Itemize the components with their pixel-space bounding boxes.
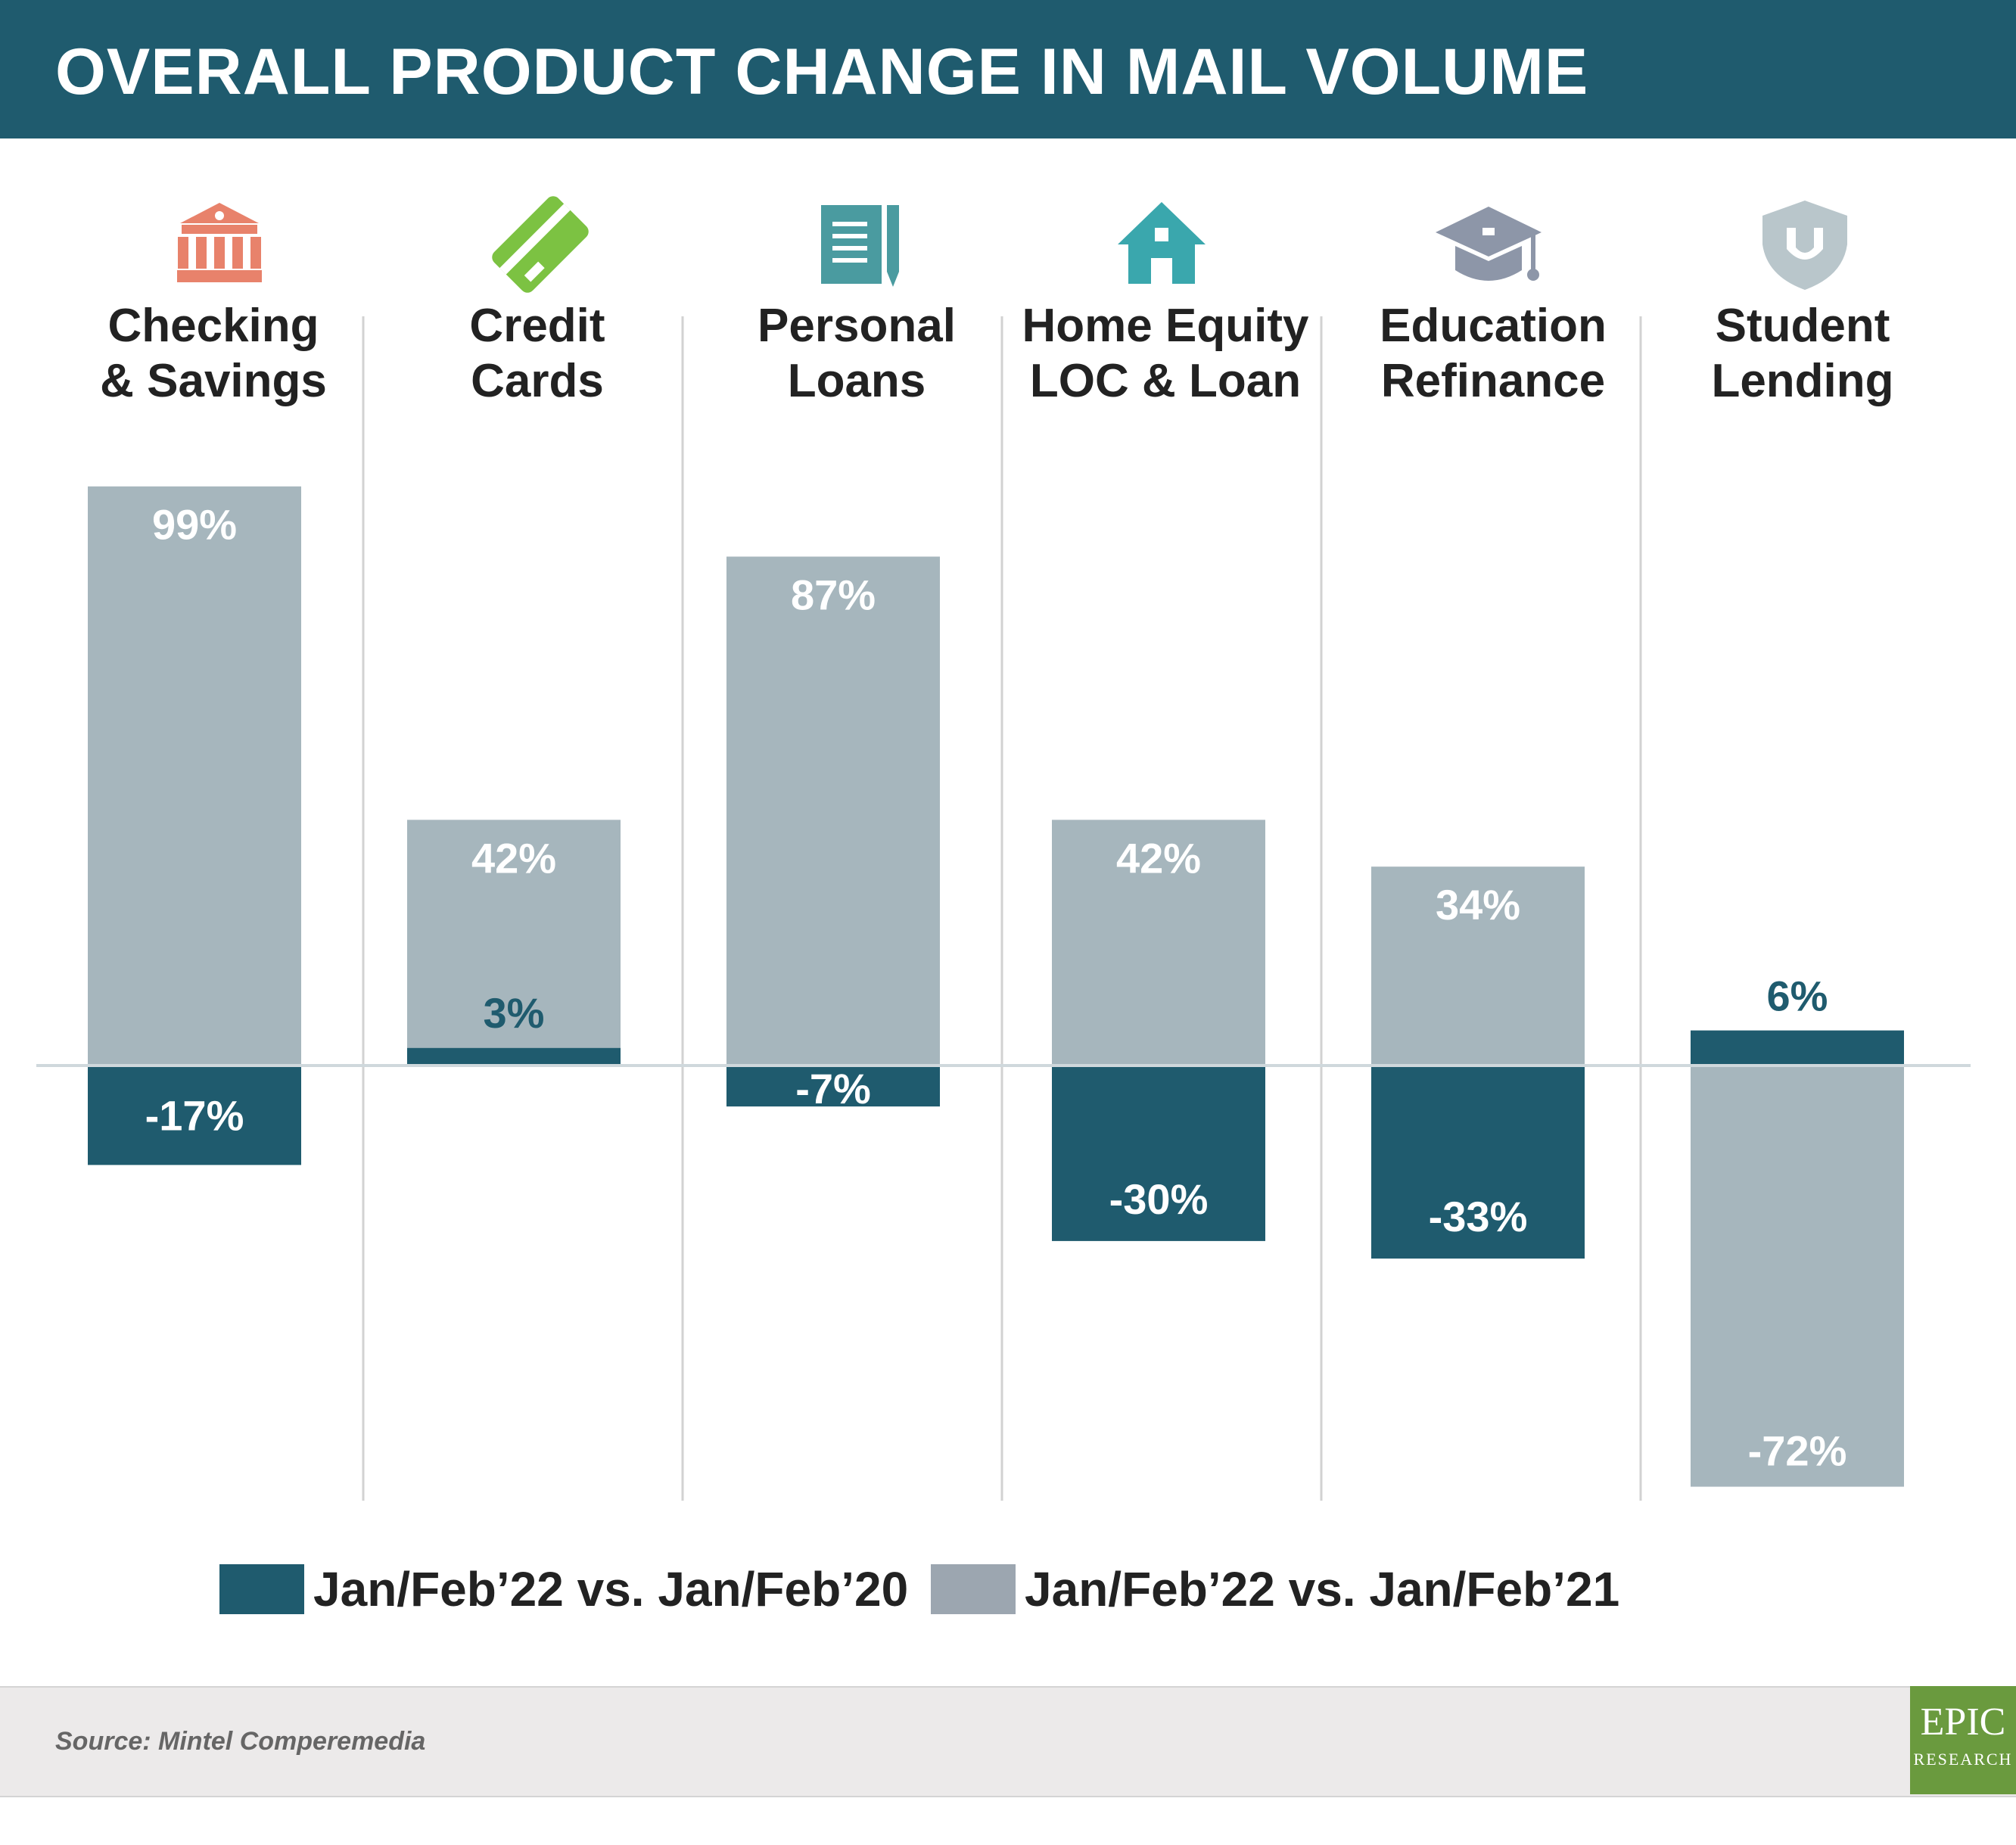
category-label: Education bbox=[1380, 300, 1607, 352]
category-label: Checking bbox=[107, 300, 319, 352]
data-label-vs-2021: 99% bbox=[152, 501, 237, 549]
data-label-vs-2021: 42% bbox=[471, 834, 556, 882]
category-label: Lending bbox=[1711, 355, 1893, 407]
category-label: & Savings bbox=[100, 355, 327, 407]
bar-vs-2021 bbox=[1052, 820, 1265, 1066]
notepad-pen-icon bbox=[821, 205, 899, 287]
title-bar: OVERALL PRODUCT CHANGE IN MAIL VOLUME bbox=[0, 0, 2016, 138]
data-label-vs-2021: -72% bbox=[1748, 1427, 1847, 1475]
data-label-vs-2020: -7% bbox=[795, 1065, 871, 1112]
bar-vs-2021 bbox=[88, 486, 301, 1066]
bar-vs-2020 bbox=[1052, 1066, 1265, 1241]
data-label-vs-2020: -33% bbox=[1429, 1193, 1528, 1240]
category-label: Refinance bbox=[1381, 355, 1605, 407]
bank-icon bbox=[177, 203, 262, 282]
data-label-vs-2021: 87% bbox=[791, 571, 876, 618]
logo-text-epic: EPIC bbox=[1920, 1700, 2006, 1744]
data-label-vs-2020: 6% bbox=[1767, 972, 1828, 1020]
bar-vs-2020 bbox=[1371, 1066, 1585, 1259]
legend-item-dark: Jan/Feb’22 vs. Jan/Feb’20 bbox=[219, 1559, 908, 1619]
bar-vs-2020 bbox=[726, 1066, 940, 1107]
bar-vs-2021 bbox=[726, 556, 940, 1066]
footer: Source: Mintel Comperemedia bbox=[0, 1686, 2016, 1797]
chart-title: OVERALL PRODUCT CHANGE IN MAIL VOLUME bbox=[55, 36, 1589, 108]
credit-card-icon bbox=[492, 196, 589, 293]
legend-item-light: Jan/Feb’22 vs. Jan/Feb’21 bbox=[931, 1559, 1619, 1619]
legend-label-dark: Jan/Feb’22 vs. Jan/Feb’20 bbox=[313, 1562, 909, 1616]
legend-swatch-light bbox=[931, 1564, 1016, 1614]
shield-u-icon bbox=[1762, 201, 1847, 290]
epic-research-logo: EPIC RESEARCH bbox=[1910, 1686, 2016, 1794]
data-label-vs-2021: 42% bbox=[1116, 834, 1201, 882]
legend-swatch-dark bbox=[219, 1564, 304, 1614]
source-note: Source: Mintel Comperemedia bbox=[55, 1727, 426, 1756]
category-label: Student bbox=[1716, 300, 1890, 352]
category-label: LOC & Loan bbox=[1030, 355, 1301, 407]
category-label: Cards bbox=[471, 355, 604, 407]
bar-vs-2020 bbox=[1691, 1030, 1904, 1066]
category-label: Personal bbox=[758, 300, 956, 352]
data-label-vs-2020: -30% bbox=[1109, 1175, 1209, 1223]
data-label-vs-2020: -17% bbox=[145, 1092, 244, 1140]
bar-vs-2021 bbox=[1371, 866, 1585, 1066]
legend-label-light: Jan/Feb’22 vs. Jan/Feb’21 bbox=[1025, 1562, 1620, 1616]
category-label: Loans bbox=[788, 355, 926, 407]
house-icon bbox=[1118, 202, 1206, 284]
category-label: Home Equity bbox=[1022, 300, 1309, 352]
data-label-vs-2020: 3% bbox=[484, 989, 545, 1037]
category-label: Credit bbox=[469, 300, 605, 352]
logo-text-research: RESEARCH bbox=[1913, 1750, 2013, 1769]
graduation-cap-icon bbox=[1436, 207, 1542, 281]
data-label-vs-2021: 34% bbox=[1436, 881, 1520, 929]
bar-vs-2020 bbox=[88, 1066, 301, 1165]
bar-vs-2021 bbox=[407, 820, 621, 1066]
bar-vs-2020 bbox=[407, 1047, 621, 1066]
bar-vs-2021 bbox=[1691, 1066, 1904, 1487]
